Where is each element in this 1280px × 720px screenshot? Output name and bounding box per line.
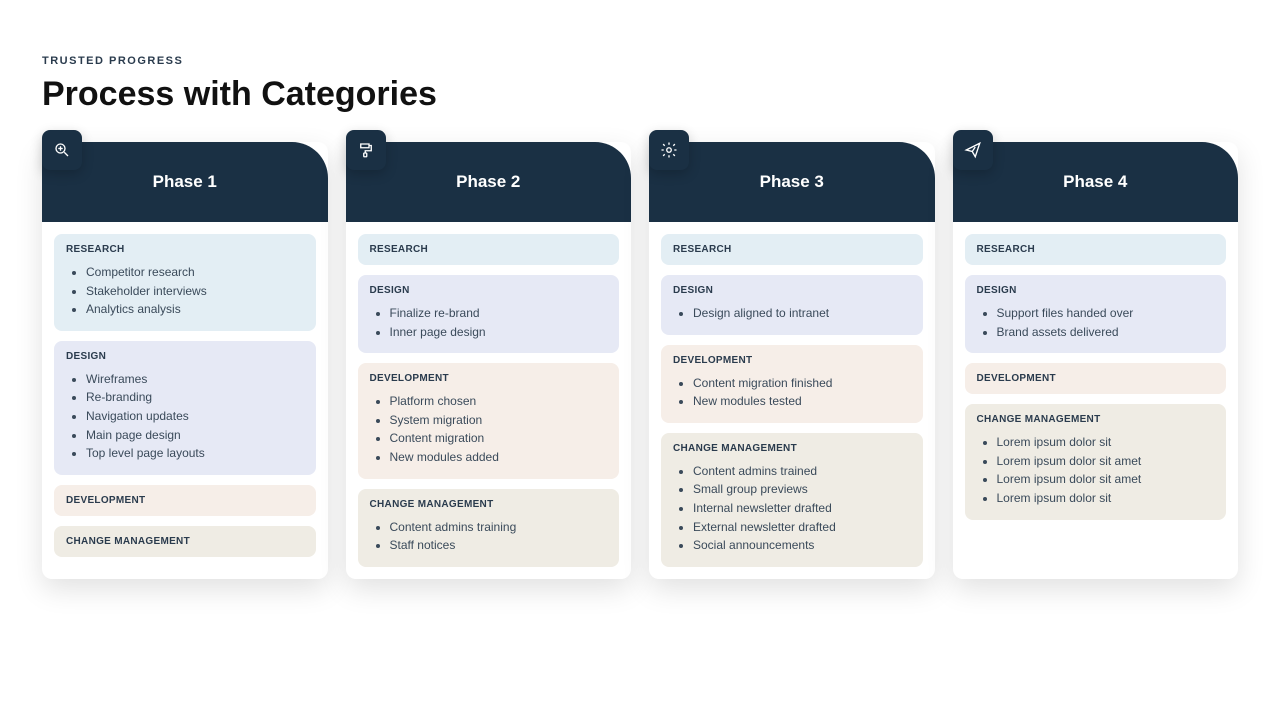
list-item: Small group previews [693,480,911,499]
list-item: System migration [390,411,608,430]
list-item: Main page design [86,426,304,445]
category-title: DESIGN [66,351,304,362]
list-item: Inner page design [390,323,608,342]
category-development: DEVELOPMENT [965,363,1227,394]
category-list: Content admins trainingStaff notices [390,518,608,555]
category-research: RESEARCH [358,234,620,265]
list-item: Navigation updates [86,407,304,426]
phase-body: RESEARCH DESIGN Design aligned to intranet… [649,222,935,579]
category-list: Competitor researchStakeholder interview… [86,263,304,319]
list-item: Social announcements [693,536,911,555]
category-title: RESEARCH [977,244,1215,255]
phase-header: Phase 4 [953,142,1239,222]
category-research: RESEARCH [965,234,1227,265]
send-icon [953,130,993,170]
list-item: Brand assets delivered [997,323,1215,342]
list-item: New modules added [390,448,608,467]
phase-body: RESEARCH Competitor researchStakeholder i… [42,222,328,569]
category-list: Content admins trainedSmall group previe… [693,462,911,555]
list-item: Lorem ipsum dolor sit [997,433,1215,452]
list-item: Content migration [390,429,608,448]
list-item: Competitor research [86,263,304,282]
category-title: CHANGE MANAGEMENT [977,414,1215,425]
list-item: Finalize re-brand [390,304,608,323]
category-title: DEVELOPMENT [370,373,608,384]
category-list: Design aligned to intranet [693,304,911,323]
list-item: Stakeholder interviews [86,282,304,301]
list-item: Content migration finished [693,374,911,393]
list-item: Re-branding [86,388,304,407]
category-research: RESEARCH [661,234,923,265]
category-title: DEVELOPMENT [977,373,1215,384]
category-title: CHANGE MANAGEMENT [673,443,911,454]
list-item: Content admins trained [693,462,911,481]
category-development: DEVELOPMENT [54,485,316,516]
category-research: RESEARCH Competitor researchStakeholder i… [54,234,316,331]
list-item: Staff notices [390,536,608,555]
list-item: Internal newsletter drafted [693,499,911,518]
phase-header: Phase 2 [346,142,632,222]
category-list: Support files handed overBrand assets de… [997,304,1215,341]
category-title: CHANGE MANAGEMENT [370,499,608,510]
paint-icon [346,130,386,170]
category-title: DEVELOPMENT [66,495,304,506]
list-item: Lorem ipsum dolor sit [997,489,1215,508]
category-list: WireframesRe-brandingNavigation updatesM… [86,370,304,463]
page-title: Process with Categories [42,75,1238,114]
phase-card: Phase 1 RESEARCH Competitor researchStakeh… [42,142,328,579]
category-design: DESIGN WireframesRe-brandingNavigation up… [54,341,316,475]
list-item: Lorem ipsum dolor sit amet [997,470,1215,489]
category-title: CHANGE MANAGEMENT [66,536,304,547]
category-change: CHANGE MANAGEMENTContent admins trainedS… [661,433,923,567]
category-title: RESEARCH [673,244,911,255]
category-design: DESIGN Design aligned to intranet [661,275,923,335]
category-list: Lorem ipsum dolor sitLorem ipsum dolor s… [997,433,1215,507]
phase-card: Phase 2 RESEARCH DESIGN Finalize re-brandIn… [346,142,632,579]
phase-header: Phase 1 [42,142,328,222]
phase-header: Phase 3 [649,142,935,222]
list-item: New modules tested [693,392,911,411]
list-item: Support files handed over [997,304,1215,323]
phase-body: RESEARCH DESIGN Finalize re-brandInner pag… [346,222,632,579]
phase-body: RESEARCH DESIGN Support files handed overB… [953,222,1239,532]
eyebrow: TRUSTED PROGRESS [42,55,1238,67]
category-title: DESIGN [370,285,608,296]
category-change: CHANGE MANAGEMENT [54,526,316,557]
category-design: DESIGN Support files handed overBrand ass… [965,275,1227,353]
category-development: DEVELOPMENT Content migration finishedNew… [661,345,923,423]
category-list: Finalize re-brandInner page design [390,304,608,341]
list-item: Design aligned to intranet [693,304,911,323]
category-change: CHANGE MANAGEMENT Content admins training… [358,489,620,567]
magnify-icon [42,130,82,170]
category-title: DEVELOPMENT [673,355,911,366]
category-title: DESIGN [977,285,1215,296]
phase-card: Phase 3 RESEARCH DESIGN Design aligned to i… [649,142,935,579]
category-list: Content migration finishedNew modules te… [693,374,911,411]
category-title: RESEARCH [370,244,608,255]
category-development: DEVELOPMENT Platform chosenSystem migrati… [358,363,620,478]
list-item: Top level page layouts [86,444,304,463]
gear-icon [649,130,689,170]
list-item: External newsletter drafted [693,518,911,537]
category-title: DESIGN [673,285,911,296]
category-title: RESEARCH [66,244,304,255]
list-item: Content admins training [390,518,608,537]
list-item: Platform chosen [390,392,608,411]
slide: TRUSTED PROGRESS Process with Categories… [0,0,1280,579]
category-list: Platform chosenSystem migrationContent m… [390,392,608,466]
phase-cards-row: Phase 1 RESEARCH Competitor researchStakeh… [42,142,1238,579]
list-item: Wireframes [86,370,304,389]
phase-card: Phase 4 RESEARCH DESIGN Support files hande… [953,142,1239,579]
list-item: Analytics analysis [86,300,304,319]
category-change: CHANGE MANAGEMENTLorem ipsum dolor sitLo… [965,404,1227,519]
category-design: DESIGN Finalize re-brandInner page design [358,275,620,353]
list-item: Lorem ipsum dolor sit amet [997,452,1215,471]
